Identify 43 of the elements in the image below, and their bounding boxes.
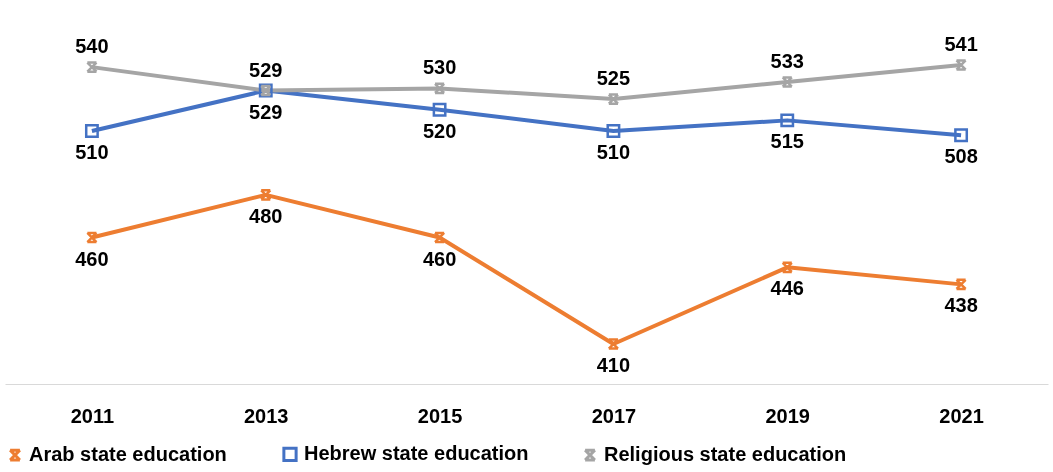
data-label: 438: [944, 294, 978, 317]
point: [781, 261, 794, 274]
point: [955, 59, 967, 71]
point: [432, 102, 447, 117]
point: [780, 113, 795, 128]
data-label: 515: [770, 130, 804, 153]
data-label: 525: [596, 67, 631, 90]
data-label: 446: [770, 277, 804, 300]
x-tick-label: 2019: [765, 404, 810, 427]
data-label: 508: [944, 145, 978, 168]
point: [433, 82, 446, 95]
data-label: 460: [422, 247, 457, 270]
point: [954, 128, 969, 143]
x-tick-label: 2017: [591, 404, 637, 427]
data-label: 541: [944, 33, 978, 55]
point: [607, 93, 620, 105]
point: [955, 278, 967, 291]
data-label: 460: [75, 247, 109, 270]
legend-label: Arab state education: [29, 443, 227, 466]
data-label: 529: [249, 58, 283, 81]
point: [433, 231, 446, 244]
x-tick-label: 2013: [244, 404, 289, 427]
x-tick-label: 2021: [939, 404, 984, 427]
point: [84, 124, 99, 138]
legend-label: Hebrew state education: [304, 442, 529, 465]
data-label: 540: [75, 35, 109, 58]
point: [86, 231, 98, 244]
data-label: 530: [422, 56, 457, 79]
x-tick-label: 2015: [417, 404, 463, 427]
point: [86, 61, 98, 73]
data-label: 520: [422, 119, 457, 142]
point: [259, 189, 272, 201]
data-label: 410: [596, 354, 631, 376]
data-label: 529: [249, 100, 283, 123]
point: [607, 338, 620, 350]
point: [606, 124, 621, 138]
data-label: 480: [249, 204, 283, 227]
point: [781, 76, 794, 88]
legend-label: Religious state education: [604, 443, 847, 466]
data-label: 510: [75, 141, 109, 164]
data-label: 510: [596, 141, 631, 164]
data-label: 533: [770, 50, 804, 73]
x-tick-label: 2011: [70, 404, 115, 427]
